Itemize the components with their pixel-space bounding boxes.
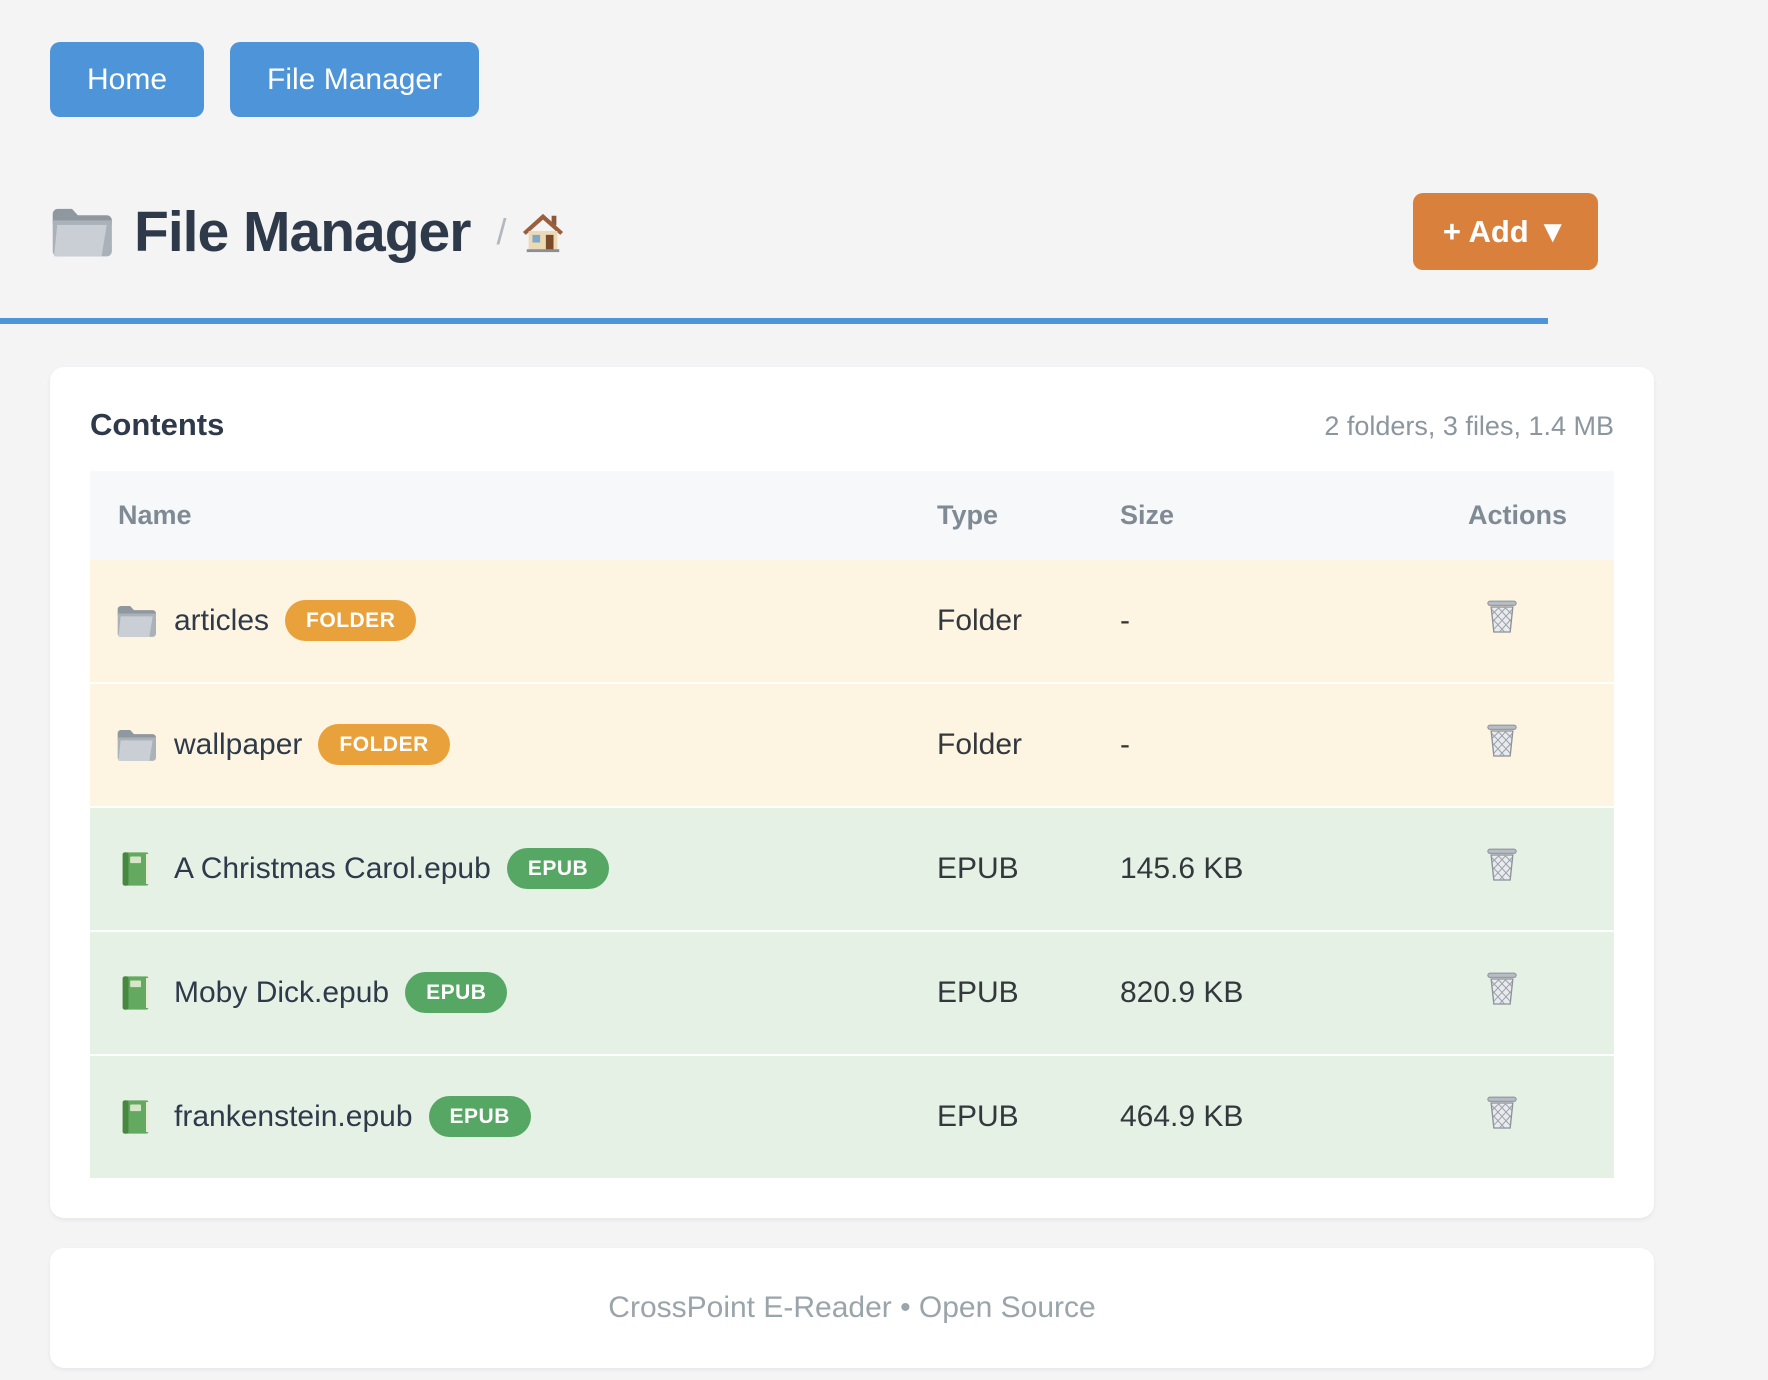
cell-type: EPUB bbox=[937, 975, 1019, 1009]
cell-actions bbox=[1468, 1055, 1614, 1178]
file-name[interactable]: A Christmas Carol.epub bbox=[174, 851, 491, 885]
file-name[interactable]: articles bbox=[174, 603, 270, 637]
cell-name: Moby Dick.epub EPUB bbox=[90, 931, 937, 1055]
file-table: Name Type Size Actions bbox=[90, 470, 1614, 1178]
nav-home-button[interactable]: Home bbox=[50, 42, 205, 117]
table-row: articles FOLDER Folder - bbox=[90, 559, 1614, 683]
contents-card: Contents 2 folders, 3 files, 1.4 MB Name… bbox=[50, 367, 1654, 1218]
cell-size: 145.6 KB bbox=[1120, 851, 1244, 885]
table-row: A Christmas Carol.epub EPUB EPUB 145.6 K… bbox=[90, 806, 1614, 931]
type-badge: EPUB bbox=[428, 1096, 531, 1138]
column-header-name: Name bbox=[90, 470, 937, 560]
delete-button[interactable] bbox=[1468, 1092, 1522, 1137]
cell-type: Folder bbox=[937, 727, 1023, 761]
cell-name: wallpaper FOLDER bbox=[90, 683, 937, 807]
type-badge: EPUB bbox=[405, 972, 508, 1014]
green-book-icon bbox=[116, 1097, 156, 1137]
cell-actions bbox=[1468, 560, 1614, 683]
add-button[interactable]: + Add ▼ bbox=[1412, 193, 1598, 271]
file-name[interactable]: frankenstein.epub bbox=[174, 1099, 413, 1133]
folder-icon bbox=[116, 725, 156, 765]
file-name[interactable]: wallpaper bbox=[174, 727, 303, 761]
delete-button[interactable] bbox=[1468, 596, 1522, 641]
cell-name: frankenstein.epub EPUB bbox=[90, 1055, 937, 1178]
breadcrumb: / bbox=[496, 210, 566, 254]
contents-heading: Contents bbox=[90, 407, 225, 443]
cell-actions bbox=[1468, 683, 1614, 807]
type-badge: EPUB bbox=[506, 848, 610, 890]
green-book-icon bbox=[116, 849, 156, 889]
page-title: File Manager bbox=[134, 199, 471, 264]
type-badge: FOLDER bbox=[285, 600, 417, 642]
nav-file-manager-button[interactable]: File Manager bbox=[230, 42, 480, 117]
file-table-body: articles FOLDER Folder - bbox=[90, 559, 1614, 1178]
delete-button[interactable] bbox=[1468, 968, 1522, 1013]
type-badge: FOLDER bbox=[318, 724, 450, 766]
wastebasket-icon bbox=[1482, 600, 1522, 641]
folder-icon bbox=[116, 601, 156, 641]
wastebasket-icon bbox=[1482, 1096, 1522, 1137]
table-row: wallpaper FOLDER Folder - bbox=[90, 682, 1614, 807]
table-row: Moby Dick.epub EPUB EPUB 820.9 KB bbox=[90, 930, 1614, 1055]
top-nav: Home File Manager bbox=[50, 0, 1598, 117]
wastebasket-icon bbox=[1482, 972, 1522, 1013]
footer-text: CrossPoint E-Reader • Open Source bbox=[608, 1290, 1096, 1324]
contents-summary: 2 folders, 3 files, 1.4 MB bbox=[1324, 411, 1614, 442]
table-header-row: Name Type Size Actions bbox=[90, 470, 1614, 560]
breadcrumb-separator: / bbox=[496, 210, 507, 252]
column-header-actions: Actions bbox=[1468, 470, 1614, 560]
cell-name: A Christmas Carol.epub EPUB bbox=[90, 807, 937, 931]
cell-name: articles FOLDER bbox=[90, 560, 937, 683]
wastebasket-icon bbox=[1482, 724, 1522, 765]
folder-icon bbox=[50, 205, 112, 259]
cell-actions bbox=[1468, 807, 1614, 931]
footer-card: CrossPoint E-Reader • Open Source bbox=[50, 1247, 1654, 1368]
cell-size: - bbox=[1120, 603, 1130, 637]
cell-size: 820.9 KB bbox=[1120, 975, 1244, 1009]
cell-type: EPUB bbox=[937, 851, 1019, 885]
breadcrumb-home-link[interactable] bbox=[520, 210, 566, 254]
column-header-type: Type bbox=[937, 470, 1120, 560]
title-divider bbox=[0, 318, 1548, 325]
house-icon bbox=[520, 210, 566, 254]
page-header: File Manager / + Add ▼ bbox=[50, 193, 1598, 271]
delete-button[interactable] bbox=[1468, 844, 1522, 889]
table-row: frankenstein.epub EPUB EPUB 464.9 KB bbox=[90, 1054, 1614, 1178]
column-header-size: Size bbox=[1120, 470, 1468, 560]
file-name[interactable]: Moby Dick.epub bbox=[174, 975, 390, 1009]
cell-size: 464.9 KB bbox=[1120, 1099, 1244, 1133]
cell-actions bbox=[1468, 931, 1614, 1055]
green-book-icon bbox=[116, 973, 156, 1013]
wastebasket-icon bbox=[1482, 848, 1522, 889]
cell-type: Folder bbox=[937, 603, 1023, 637]
cell-type: EPUB bbox=[937, 1099, 1019, 1133]
cell-size: - bbox=[1120, 727, 1130, 761]
delete-button[interactable] bbox=[1468, 720, 1522, 765]
